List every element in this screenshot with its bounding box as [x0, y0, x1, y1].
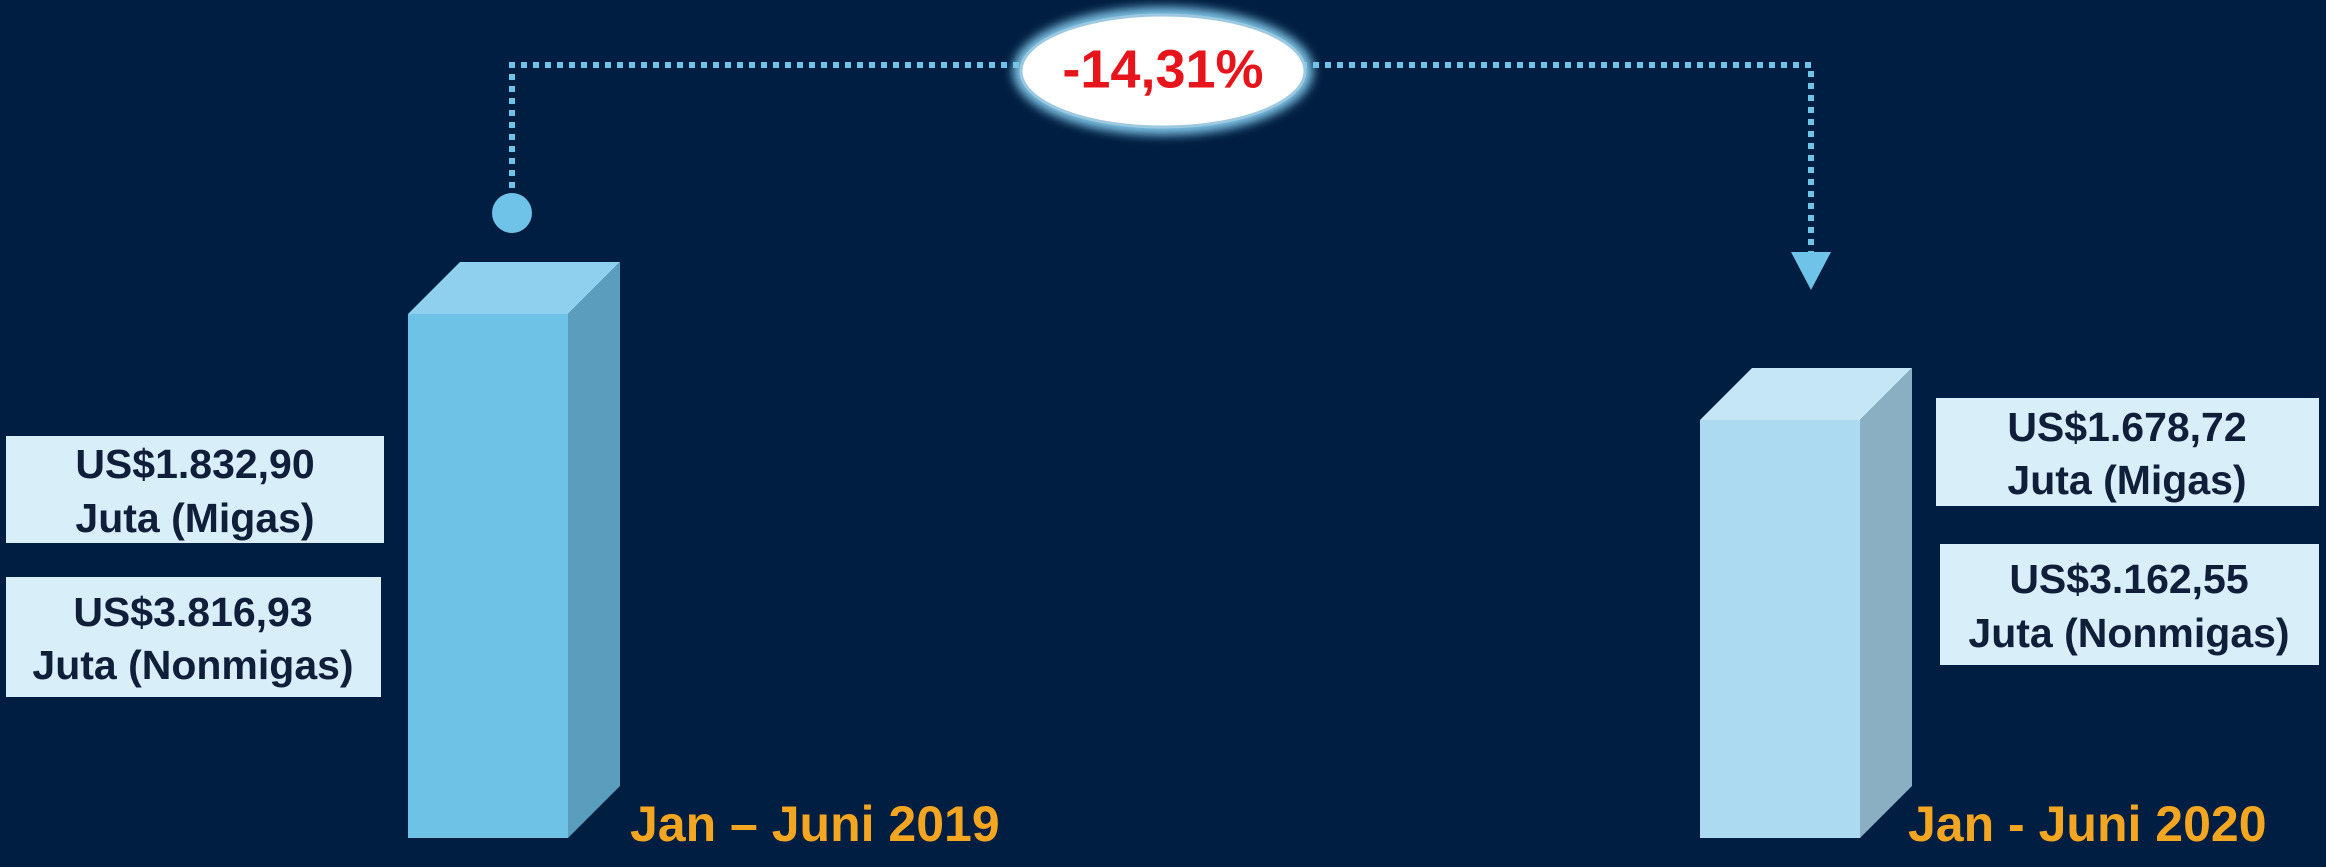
period-label: Jan – Juni 2019	[630, 796, 1000, 852]
bar-top	[1700, 368, 1912, 420]
value-label: US$3.816,93	[73, 589, 312, 635]
badge	[1019, 13, 1307, 129]
label-box	[1940, 544, 2319, 665]
bar-side	[1860, 368, 1912, 838]
value-unit: Juta (Nonmigas)	[1968, 610, 2289, 656]
value-label: US$1.832,90	[75, 441, 314, 487]
value-unit: Juta (Nonmigas)	[32, 642, 353, 688]
bar-side	[568, 262, 620, 838]
label-box	[6, 577, 381, 697]
bar-front	[1700, 420, 1860, 838]
period-label: Jan - Juni 2020	[1908, 796, 2267, 852]
value-unit: Juta (Migas)	[2007, 457, 2246, 503]
bar-front	[408, 314, 568, 838]
bar-top	[408, 262, 620, 314]
change-label: -14,31%	[1062, 39, 1263, 99]
value-label: US$3.162,55	[2009, 556, 2248, 602]
connector-arrow	[1791, 252, 1831, 290]
label-box	[6, 436, 384, 543]
value-label: US$1.678,72	[2007, 404, 2246, 450]
label-box	[1936, 398, 2319, 506]
value-unit: Juta (Migas)	[75, 495, 314, 541]
connector-start	[492, 193, 532, 233]
